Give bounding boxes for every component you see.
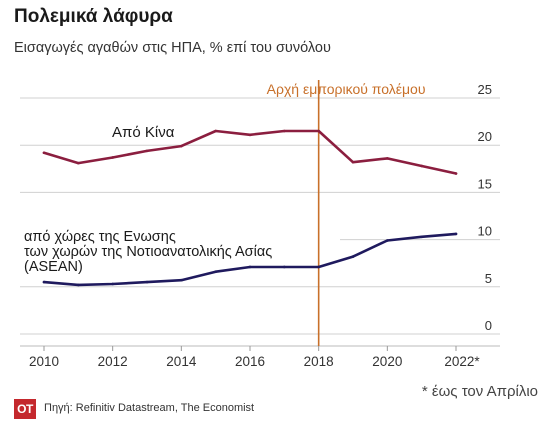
y-tick-label-15: 15 [478, 176, 492, 191]
y-tick-label-5: 5 [485, 271, 492, 286]
data-point-s0-2022 [454, 172, 458, 175]
data-point-s1-2012 [111, 282, 114, 286]
series-label-asean-line-1: των χωρών της Νοτιοανατολικής Ασίας [24, 244, 272, 260]
data-point-s1-2014 [180, 278, 183, 282]
y-tick-label-0: 0 [485, 318, 492, 333]
x-tick-label-2010: 2010 [29, 354, 59, 369]
data-point-s1-2016 [248, 265, 252, 269]
data-point-s0-2020 [386, 157, 389, 160]
data-point-s1-2020 [386, 239, 389, 242]
y-tick-label-10: 10 [478, 224, 492, 239]
x-tick-label-2018: 2018 [304, 354, 334, 369]
data-point-s0-2018 [317, 129, 320, 133]
data-point-s0-2019 [351, 160, 355, 164]
data-point-s1-2011 [77, 283, 80, 287]
x-tick-label-2012: 2012 [98, 354, 128, 369]
data-point-s0-2012 [111, 156, 114, 159]
source-text: Πηγή: Refinitiv Datastream, The Economis… [44, 402, 255, 414]
data-point-s0-2015 [214, 129, 217, 133]
x-tick-label-2014: 2014 [166, 354, 197, 369]
series-label-asean-line-0: από χώρες της Ενωσης [24, 229, 176, 245]
x-tick-label-2020: 2020 [372, 354, 402, 369]
data-point-s1-2015 [214, 270, 217, 273]
data-point-s1-2021 [420, 235, 423, 239]
data-point-s0-2013 [145, 149, 149, 153]
data-point-s1-2019 [351, 255, 355, 258]
series-label-china: Από Κίνα [112, 124, 175, 141]
series-line-0 [42, 129, 458, 175]
data-point-s1-2010 [42, 280, 46, 284]
trade-war-marker-label: Αρχή εμπορικού πολέμου [267, 81, 426, 97]
x-tick-label-2016: 2016 [235, 354, 265, 369]
publisher-logo: ΟΤ [14, 399, 36, 419]
footnote: * έως τον Απρίλιο [421, 383, 538, 400]
x-tick-label-2022: 2022* [444, 354, 480, 369]
data-point-s0-2017 [283, 129, 286, 133]
data-point-s1-2017 [283, 265, 286, 269]
data-point-s0-2014 [180, 144, 183, 148]
data-point-s1-2022 [454, 232, 458, 236]
chart-subtitle: Εισαγωγές αγαθών στις ΗΠΑ, % επί του συν… [14, 40, 331, 56]
y-tick-label-20: 20 [478, 129, 492, 144]
series-label-asean-line-2: (ASEAN) [24, 259, 83, 275]
data-point-s0-2010 [42, 151, 46, 155]
data-point-s1-2013 [145, 280, 149, 284]
data-point-s0-2011 [77, 161, 80, 165]
chart-title: Πολεμικά λάφυρα [14, 6, 173, 27]
y-tick-label-25: 25 [478, 82, 492, 97]
data-point-s0-2016 [248, 133, 252, 137]
data-point-s1-2018 [317, 265, 320, 269]
data-point-s0-2021 [420, 164, 423, 168]
